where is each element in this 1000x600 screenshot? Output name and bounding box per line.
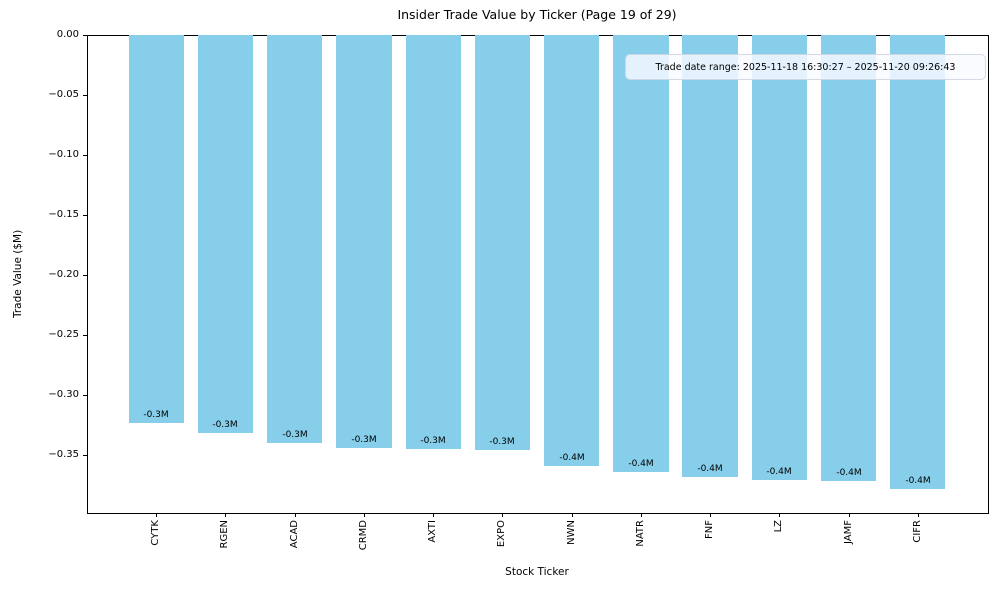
y-axis-label: Trade Value ($M)	[12, 229, 24, 318]
x-tick-mark	[779, 513, 780, 517]
y-tick-label: −0.25	[48, 329, 79, 340]
x-tick-label-cifr: CIFR	[912, 520, 923, 543]
bar-value-label-acad: -0.3M	[282, 430, 308, 440]
y-tick-mark	[83, 275, 87, 276]
annotation-date-range: Trade date range: 2025-11-18 16:30:27 – …	[625, 54, 986, 80]
bar-cifr	[890, 35, 946, 489]
x-tick-label-jamf: JAMF	[843, 520, 854, 544]
bar-fnf	[682, 35, 738, 477]
y-tick-label: −0.15	[48, 209, 79, 220]
x-tick-label-acad: ACAD	[289, 520, 300, 549]
bar-value-label-lz: -0.4M	[766, 467, 792, 477]
x-tick-label-crmd: CRMD	[358, 520, 369, 551]
bar-value-label-cifr: -0.4M	[905, 476, 931, 486]
x-tick-mark	[156, 513, 157, 517]
y-tick-mark	[83, 395, 87, 396]
x-tick-mark	[225, 513, 226, 517]
x-tick-label-fnf: FNF	[704, 520, 715, 539]
y-tick-mark	[83, 335, 87, 336]
x-tick-label-expo: EXPO	[496, 520, 507, 548]
x-tick-mark	[641, 513, 642, 517]
bar-crmd	[336, 35, 392, 448]
bar-value-label-rgen: -0.3M	[212, 420, 238, 430]
y-tick-mark	[83, 455, 87, 456]
x-tick-label-axti: AXTI	[427, 520, 438, 543]
x-tick-label-lz: LZ	[773, 520, 784, 533]
bar-lz	[751, 35, 807, 480]
y-tick-mark	[83, 155, 87, 156]
bar-cytk	[128, 35, 184, 423]
bar-value-label-crmd: -0.3M	[351, 435, 377, 445]
bar-axti	[405, 35, 461, 449]
chart-title: Insider Trade Value by Ticker (Page 19 o…	[397, 7, 677, 22]
x-tick-label-cytk: CYTK	[150, 520, 161, 546]
bar-natr	[613, 35, 669, 472]
x-tick-mark	[572, 513, 573, 517]
x-tick-label-rgen: RGEN	[219, 520, 230, 549]
bar-value-label-nwn: -0.4M	[559, 453, 585, 463]
x-tick-mark	[433, 513, 434, 517]
y-tick-label: −0.10	[48, 149, 79, 160]
x-tick-mark	[918, 513, 919, 517]
bar-expo	[474, 35, 531, 450]
bar-value-label-axti: -0.3M	[420, 436, 446, 446]
x-tick-mark	[364, 513, 365, 517]
y-tick-label: −0.35	[48, 449, 79, 460]
x-tick-mark	[295, 513, 296, 517]
y-tick-label: −0.30	[48, 389, 79, 400]
bar-value-label-jamf: -0.4M	[836, 468, 862, 478]
y-tick-label: −0.20	[48, 269, 79, 280]
x-tick-mark	[502, 513, 503, 517]
bar-acad	[267, 35, 323, 443]
y-tick-mark	[83, 215, 87, 216]
y-tick-mark	[83, 35, 87, 36]
bar-nwn	[543, 35, 600, 466]
x-tick-label-natr: NATR	[635, 520, 646, 547]
bar-value-label-fnf: -0.4M	[697, 464, 723, 474]
bar-value-label-expo: -0.3M	[489, 437, 515, 447]
x-axis-label: Stock Ticker	[505, 566, 569, 578]
bar-value-label-natr: -0.4M	[628, 459, 654, 469]
y-tick-label: 0.00	[56, 29, 79, 40]
bar-value-label-cytk: -0.3M	[143, 410, 169, 420]
bar-rgen	[197, 35, 254, 433]
x-tick-mark	[849, 513, 850, 517]
x-tick-label-nwn: NWN	[566, 520, 577, 545]
y-tick-label: −0.05	[48, 89, 79, 100]
x-tick-mark	[710, 513, 711, 517]
y-tick-mark	[83, 95, 87, 96]
bar-jamf	[820, 35, 877, 481]
